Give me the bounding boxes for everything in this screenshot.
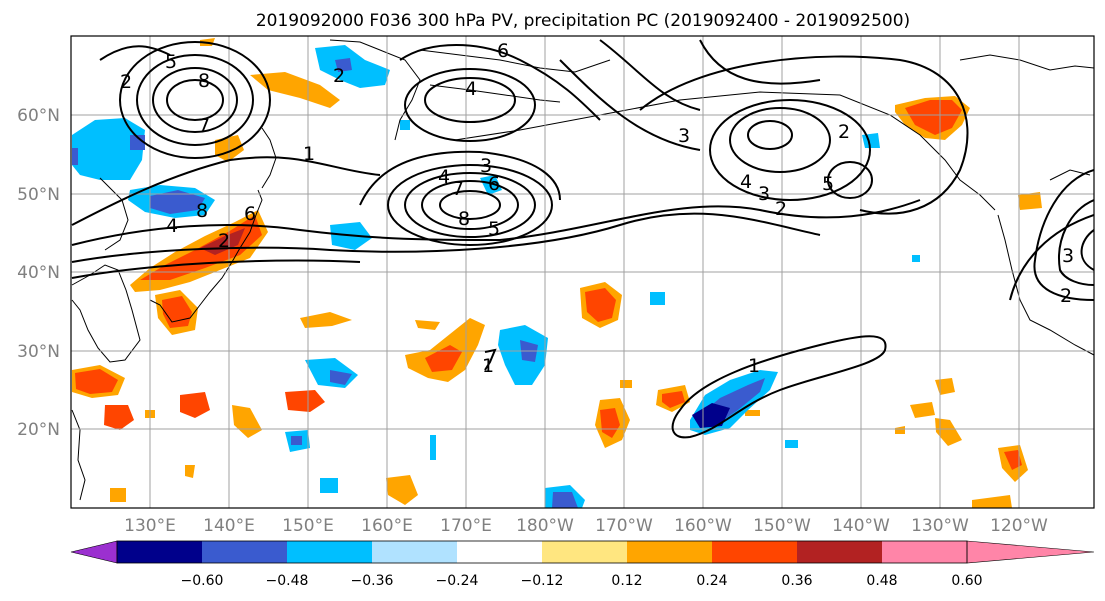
lat-label: 30°N: [17, 342, 60, 362]
lon-label: 140°E: [203, 516, 255, 536]
colorbar-tick: 0.24: [696, 573, 727, 589]
colorbar-extend-min: [70, 540, 118, 564]
lon-label: 140°W: [832, 516, 890, 536]
colorbar-tick: 0.60: [951, 573, 982, 589]
contour-label: 3: [758, 183, 770, 205]
lon-label: 130°E: [124, 516, 176, 536]
colorbar-tick: 0.36: [781, 573, 812, 589]
map-panel: 5 8 7 2 2 1 4 8 6 2 4 6 6 4 3 7 8 5 3 2: [70, 35, 1095, 509]
lon-label: 160°E: [361, 516, 413, 536]
colorbar-segment: [117, 541, 202, 563]
lon-label: 180°W: [516, 516, 574, 536]
colorbar-segment: [287, 541, 372, 563]
figure-title: 2019092000 F036 300 hPa PV, precipitatio…: [256, 11, 910, 31]
contour-label: 2: [838, 121, 850, 143]
lon-label: 130°W: [911, 516, 969, 536]
contour-label: 8: [196, 200, 208, 222]
lon-label: 150°E: [282, 516, 334, 536]
contour-label: 4: [166, 215, 178, 237]
lon-label: 150°W: [753, 516, 811, 536]
lat-label: 20°N: [17, 420, 60, 440]
contour-label: 1: [303, 143, 315, 165]
contour-label: 2: [333, 65, 345, 87]
contour-label: 2: [218, 230, 230, 252]
colorbar-tick: −0.36: [351, 573, 394, 589]
colorbar-segment: [457, 541, 542, 563]
colorbar-segment: [372, 541, 457, 563]
contour-label: 7: [452, 178, 464, 200]
contour-label: 8: [458, 208, 470, 230]
contour-label: 6: [497, 40, 509, 62]
contour-label: 2: [775, 198, 787, 220]
lat-label: 50°N: [17, 185, 60, 205]
colorbar-segment: [542, 541, 627, 563]
colorbar-tick: 0.12: [611, 573, 642, 589]
colorbar-ticks: −0.60 −0.48 −0.36 −0.24 −0.12 0.12 0.24 …: [181, 573, 983, 589]
lon-label: 170°W: [595, 516, 653, 536]
colorbar-extend-max: [966, 540, 1095, 564]
colorbar-tick: −0.48: [266, 573, 309, 589]
colorbar-segment: [627, 541, 712, 563]
contour-label: 4: [740, 171, 752, 193]
contour-label: 5: [165, 51, 177, 73]
contour-label: 6: [244, 203, 256, 225]
lon-label: 120°W: [990, 516, 1048, 536]
graticule: [71, 36, 1094, 508]
lon-label: 160°W: [674, 516, 732, 536]
contour-label: 6: [488, 173, 500, 195]
contour-label: 4: [438, 166, 450, 188]
contour-label: 1: [748, 355, 760, 377]
map-frame: [70, 35, 1095, 509]
contour-label: 4: [465, 78, 477, 100]
latitude-labels: 60°N 50°N 40°N 30°N 20°N: [17, 106, 60, 440]
colorbar-tick: −0.60: [181, 573, 224, 589]
longitude-labels: 130°E 140°E 150°E 160°E 170°E 180°W 170°…: [124, 516, 1048, 536]
colorbar-tick: −0.24: [436, 573, 479, 589]
colorbar-segment: [797, 541, 882, 563]
colorbar-segment: [882, 541, 967, 563]
lon-label: 170°E: [440, 516, 492, 536]
colorbar-segment: [202, 541, 287, 563]
contour-label: 2: [120, 71, 132, 93]
colorbar-segment: [712, 541, 797, 563]
colorbar-outline: [116, 540, 968, 564]
lat-label: 40°N: [17, 263, 60, 283]
colorbar-tick: 0.48: [866, 573, 897, 589]
contour-label: 3: [480, 155, 492, 177]
contour-label: 3: [1062, 245, 1074, 267]
contour-label: 5: [488, 218, 500, 240]
colorbar: −0.60 −0.48 −0.36 −0.24 −0.12 0.12 0.24 …: [70, 540, 1095, 589]
lat-label: 60°N: [17, 106, 60, 126]
contour-label: 1: [482, 355, 494, 377]
pv-contour-labels: 5 8 7 2 2 1 4 8 6 2 4 6 6 4 3 7 8 5 3 2: [120, 40, 1074, 377]
contour-label: 2: [1060, 285, 1072, 307]
contour-label: 7: [198, 115, 210, 137]
colorbar-tick: −0.12: [521, 573, 564, 589]
pv-contours: [71, 39, 1094, 439]
contour-label: 8: [198, 70, 210, 92]
contour-label: 3: [678, 125, 690, 147]
coastlines: [71, 39, 1094, 501]
contour-label: 5: [822, 173, 834, 195]
